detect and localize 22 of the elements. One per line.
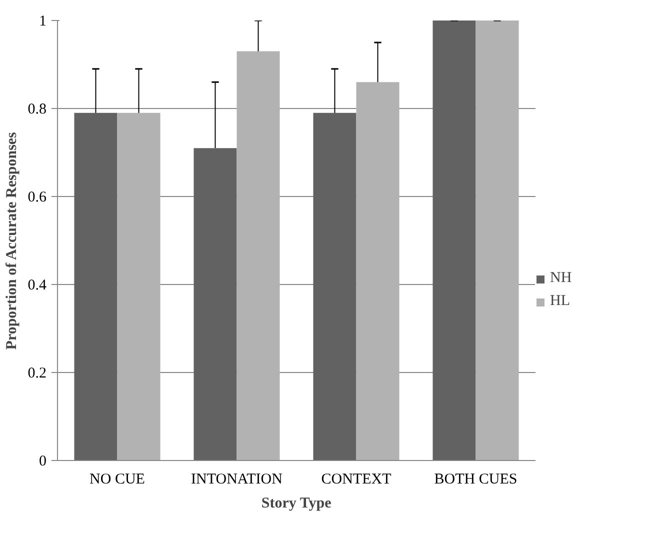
legend-label: HL <box>550 293 570 310</box>
legend-label: NH <box>550 270 572 287</box>
bar <box>74 112 118 460</box>
bar <box>476 20 519 460</box>
y-tick-label: 0.8 <box>28 102 46 118</box>
bar <box>356 82 400 460</box>
bar <box>236 51 280 460</box>
x-tick-label: BOTH CUES <box>434 472 518 488</box>
y-tick-label: 0.4 <box>28 278 47 294</box>
bar <box>117 112 160 460</box>
y-tick-label: 0.2 <box>28 366 46 382</box>
bar <box>194 148 237 460</box>
x-tick-label: CONTEXT <box>321 472 392 488</box>
y-tick-label: 1 <box>39 14 46 30</box>
y-tick-label: 0 <box>39 454 46 470</box>
x-tick-label: NO CUE <box>90 472 145 488</box>
x-axis-title: Story Type <box>261 496 332 512</box>
y-axis-title: Proportion of Accurate Responses <box>4 132 20 350</box>
y-tick-label: 0.6 <box>28 190 47 206</box>
x-tick-label: INTONATION <box>191 472 283 488</box>
bar <box>313 112 356 460</box>
bar <box>432 20 476 460</box>
